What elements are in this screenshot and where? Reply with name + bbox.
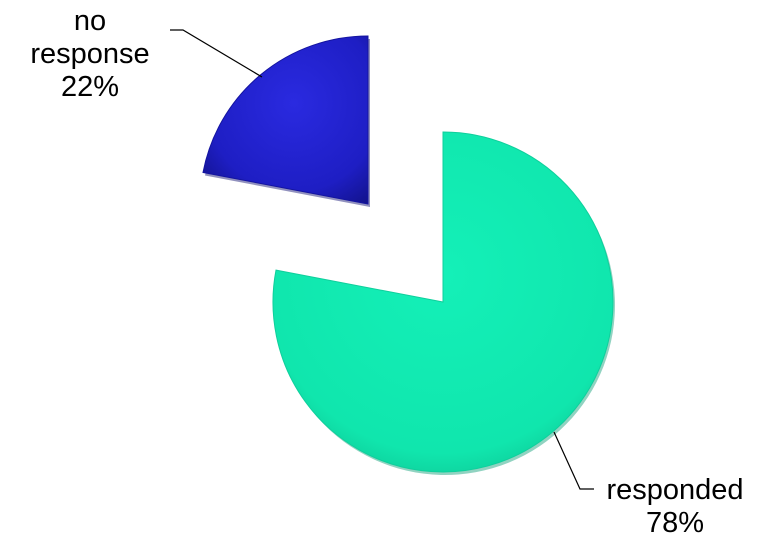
slice-label-no-response: no response 22% (0, 5, 180, 104)
slice-name-no-response: no response (0, 5, 180, 71)
pie-slice-no-response (202, 35, 369, 205)
leader-line-no-response (170, 29, 263, 78)
slice-name-word: no (73, 5, 107, 37)
slice-name-word: response (30, 38, 150, 70)
slice-label-responded: responded 78% (590, 474, 760, 540)
pie-slice-responded (272, 131, 614, 473)
leader-line-responded (553, 431, 594, 490)
slice-percent-no-response: 22% (60, 71, 120, 103)
leader-lines (170, 29, 594, 490)
pie-slices (202, 35, 615, 475)
slice-percent-responded: 78% (645, 507, 705, 539)
slice-name-responded: responded (606, 474, 744, 506)
